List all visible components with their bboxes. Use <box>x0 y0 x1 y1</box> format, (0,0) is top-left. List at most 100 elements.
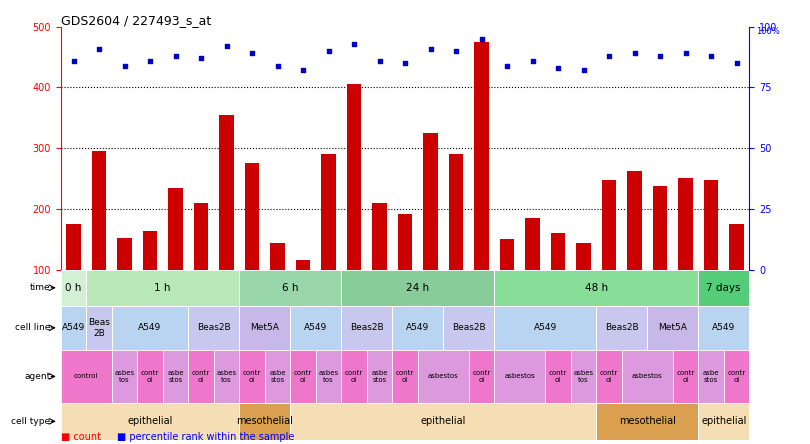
Bar <box>526 218 539 270</box>
Bar <box>239 350 265 403</box>
Bar <box>290 403 596 440</box>
Bar <box>469 350 494 403</box>
Bar <box>596 306 647 350</box>
Text: contr
ol: contr ol <box>141 370 159 383</box>
Text: agent: agent <box>24 372 50 381</box>
Bar <box>449 154 463 270</box>
Bar <box>577 243 590 270</box>
Bar <box>66 224 80 270</box>
Point <box>603 52 616 59</box>
Text: asbe
stos: asbe stos <box>371 370 388 383</box>
Point <box>296 67 309 74</box>
Text: asbestos: asbestos <box>428 373 458 380</box>
Text: 24 h: 24 h <box>406 283 429 293</box>
Text: epithelial: epithelial <box>420 416 466 426</box>
Point <box>450 48 463 55</box>
Bar <box>698 403 749 440</box>
Text: A549: A549 <box>139 323 162 332</box>
Bar <box>290 306 341 350</box>
Text: mesothelial: mesothelial <box>237 416 293 426</box>
Bar <box>622 350 673 403</box>
Text: A549: A549 <box>534 323 557 332</box>
Point <box>67 57 80 64</box>
Bar <box>163 350 188 403</box>
Text: contr
ol: contr ol <box>600 370 618 383</box>
Bar <box>290 350 316 403</box>
Bar <box>500 239 514 270</box>
Point <box>271 62 284 69</box>
Text: 48 h: 48 h <box>585 283 608 293</box>
Bar <box>373 203 386 270</box>
Bar <box>239 270 341 306</box>
Text: ■ percentile rank within the sample: ■ percentile rank within the sample <box>117 432 295 442</box>
Point <box>654 52 667 59</box>
Bar <box>61 403 239 440</box>
Bar <box>704 180 718 270</box>
Point <box>475 35 488 42</box>
Bar <box>214 350 239 403</box>
Bar <box>698 306 749 350</box>
Bar <box>117 238 131 270</box>
Text: GDS2604 / 227493_s_at: GDS2604 / 227493_s_at <box>61 14 211 27</box>
Bar <box>296 261 310 270</box>
Bar <box>424 133 437 270</box>
Text: asbestos: asbestos <box>632 373 663 380</box>
Bar <box>143 231 157 270</box>
Bar <box>647 306 698 350</box>
Text: contr
ol: contr ol <box>294 370 312 383</box>
Bar <box>271 243 284 270</box>
Text: contr
ol: contr ol <box>727 370 746 383</box>
Bar <box>392 306 443 350</box>
Point <box>526 57 539 64</box>
Bar <box>168 187 182 270</box>
Bar <box>188 350 214 403</box>
Bar <box>220 115 233 270</box>
Text: Beas2B: Beas2B <box>605 323 638 332</box>
Bar <box>322 154 335 270</box>
Text: 6 h: 6 h <box>282 283 299 293</box>
Bar <box>596 350 622 403</box>
Text: cell line: cell line <box>15 323 50 332</box>
Bar <box>392 350 418 403</box>
Point <box>399 59 411 67</box>
Text: 0 h: 0 h <box>66 283 82 293</box>
Bar <box>494 270 698 306</box>
Text: A549: A549 <box>712 323 735 332</box>
Text: asbe
stos: asbe stos <box>703 370 719 383</box>
Text: epithelial: epithelial <box>701 416 747 426</box>
Text: Beas2B: Beas2B <box>452 323 485 332</box>
Point <box>501 62 514 69</box>
Bar <box>367 350 392 403</box>
Text: mesothelial: mesothelial <box>619 416 676 426</box>
Bar <box>86 306 112 350</box>
Bar <box>112 350 137 403</box>
Text: epithelial: epithelial <box>127 416 173 426</box>
Bar <box>418 350 469 403</box>
Text: contr
ol: contr ol <box>345 370 363 383</box>
Text: 1 h: 1 h <box>155 283 171 293</box>
Bar <box>61 306 86 350</box>
Text: A549: A549 <box>406 323 429 332</box>
Bar <box>596 403 698 440</box>
Point <box>424 45 437 52</box>
Bar <box>316 350 341 403</box>
Point <box>92 45 105 52</box>
Point <box>552 64 565 71</box>
Text: asbes
tos: asbes tos <box>573 370 594 383</box>
Text: Met5A: Met5A <box>659 323 687 332</box>
Bar <box>494 350 545 403</box>
Point <box>118 62 131 69</box>
Text: 7 days: 7 days <box>706 283 741 293</box>
Bar <box>494 306 596 350</box>
Point <box>194 55 207 62</box>
Bar <box>698 270 749 306</box>
Bar <box>398 214 412 270</box>
Text: Beas2B: Beas2B <box>197 323 231 332</box>
Text: time: time <box>30 283 50 292</box>
Bar <box>341 270 494 306</box>
Text: 100%: 100% <box>757 27 780 36</box>
Point <box>373 57 386 64</box>
Text: contr
ol: contr ol <box>549 370 567 383</box>
Point <box>705 52 718 59</box>
Bar <box>341 306 392 350</box>
